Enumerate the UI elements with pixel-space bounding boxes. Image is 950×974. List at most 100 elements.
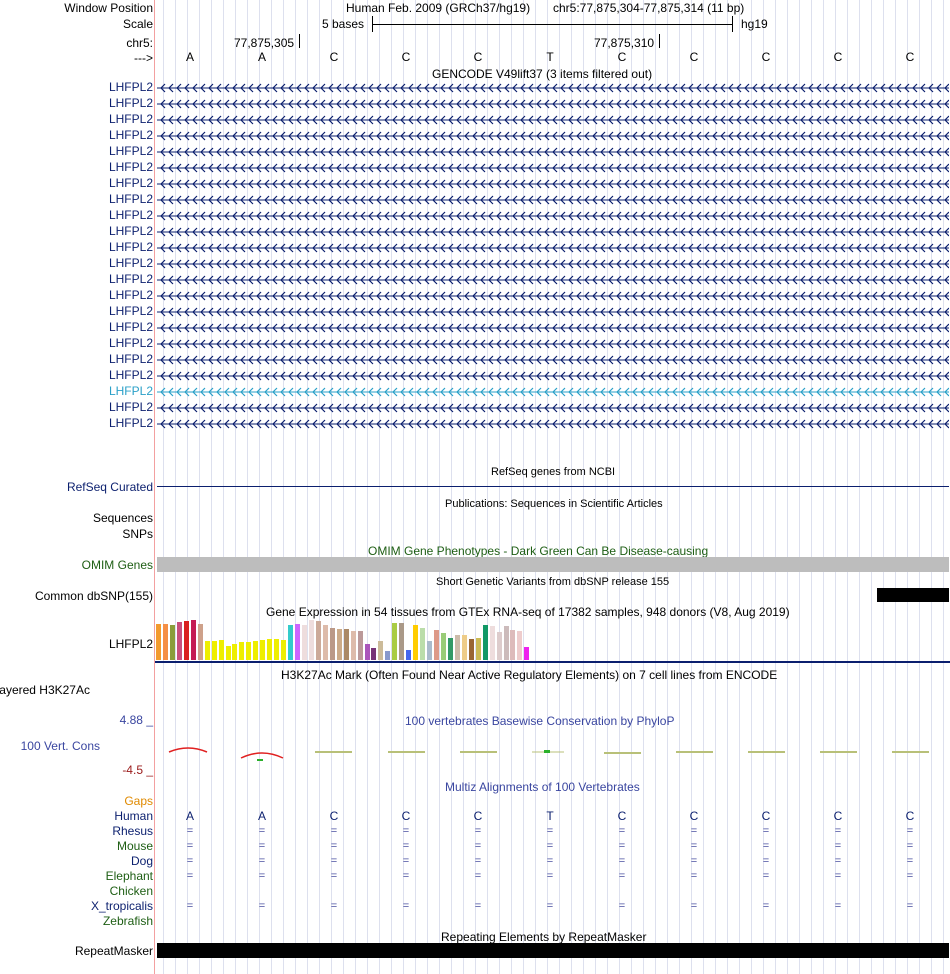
- gtex-tissue-bar[interactable]: [371, 648, 377, 660]
- gtex-tissue-bar[interactable]: [176, 622, 182, 660]
- multiz-species-label[interactable]: Elephant: [105, 869, 153, 883]
- gtex-tissue-bar[interactable]: [489, 626, 495, 660]
- gencode-transcript-label[interactable]: LHFPL2: [108, 336, 153, 350]
- gtex-tissue-bar[interactable]: [183, 621, 189, 660]
- gencode-transcript-label[interactable]: LHFPL2: [108, 304, 153, 318]
- gencode-transcript-label[interactable]: LHFPL2: [108, 208, 153, 222]
- gencode-transcript-label[interactable]: LHFPL2: [108, 96, 153, 110]
- gtex-tissue-bar[interactable]: [281, 640, 287, 660]
- gtex-tissue-bar[interactable]: [399, 623, 405, 660]
- multiz-species-label[interactable]: Zebrafish: [102, 914, 153, 928]
- gtex-tissue-bar[interactable]: [343, 629, 349, 660]
- gencode-transcript-feature[interactable]: [157, 242, 949, 254]
- gtex-tissue-bar[interactable]: [420, 628, 426, 660]
- repeatmasker-label[interactable]: RepeatMasker: [74, 944, 153, 958]
- gencode-transcript-label[interactable]: LHFPL2: [108, 80, 153, 94]
- gencode-transcript-label[interactable]: LHFPL2: [108, 368, 153, 382]
- gtex-tissue-bar[interactable]: [260, 640, 266, 660]
- gtex-tissue-bar[interactable]: [267, 639, 273, 660]
- multiz-species-label[interactable]: Rhesus: [112, 824, 153, 838]
- gtex-tissue-bar[interactable]: [288, 625, 294, 660]
- gtex-tissue-bar[interactable]: [378, 641, 384, 660]
- gtex-tissue-bar[interactable]: [239, 642, 245, 660]
- gtex-tissue-bar[interactable]: [156, 624, 161, 660]
- gtex-tissue-bar[interactable]: [406, 650, 412, 660]
- gtex-tissue-bar[interactable]: [274, 639, 280, 660]
- multiz-gaps-label[interactable]: Gaps: [124, 794, 153, 808]
- gencode-transcript-label[interactable]: LHFPL2: [108, 224, 153, 238]
- gtex-tissue-bar[interactable]: [211, 641, 217, 660]
- publications-snps-label[interactable]: SNPs: [122, 527, 153, 541]
- gencode-transcript-label[interactable]: LHFPL2: [108, 384, 153, 398]
- gtex-tissue-bar[interactable]: [503, 626, 509, 660]
- gtex-tissue-bar[interactable]: [322, 625, 328, 660]
- gtex-tissue-bar[interactable]: [190, 620, 196, 660]
- gtex-tissue-bar[interactable]: [434, 630, 439, 660]
- gencode-transcript-label[interactable]: LHFPL2: [108, 160, 153, 174]
- gtex-tissue-bar[interactable]: [204, 641, 210, 660]
- multiz-species-label[interactable]: Chicken: [109, 884, 153, 898]
- gtex-tissue-bar[interactable]: [385, 651, 391, 660]
- gtex-tissue-bar[interactable]: [162, 624, 168, 660]
- gencode-transcript-label[interactable]: LHFPL2: [108, 192, 153, 206]
- h3k27ac-label[interactable]: Layered H3K27Ac: [0, 683, 90, 697]
- gencode-transcript-label[interactable]: LHFPL2: [108, 416, 153, 430]
- gtex-tissue-bar[interactable]: [350, 631, 356, 660]
- gtex-tissue-bar[interactable]: [225, 646, 231, 660]
- gencode-transcript-feature[interactable]: [157, 338, 949, 350]
- gtex-tissue-bar[interactable]: [447, 638, 453, 660]
- gencode-transcript-feature[interactable]: [157, 258, 949, 270]
- gtex-tissue-bar[interactable]: [468, 639, 474, 660]
- gencode-transcript-label[interactable]: LHFPL2: [108, 320, 153, 334]
- dbsnp-label[interactable]: Common dbSNP(155): [34, 589, 153, 603]
- gtex-tissue-bar[interactable]: [357, 631, 363, 660]
- multiz-species-label[interactable]: Dog: [130, 854, 153, 868]
- gtex-tissue-bar[interactable]: [510, 630, 516, 660]
- gtex-tissue-bar[interactable]: [364, 644, 370, 660]
- gencode-transcript-label[interactable]: LHFPL2: [108, 256, 153, 270]
- gencode-transcript-feature[interactable]: [157, 290, 949, 302]
- gtex-tissue-bar[interactable]: [440, 633, 446, 660]
- gencode-transcript-feature[interactable]: [157, 226, 949, 238]
- gtex-label[interactable]: LHFPL2: [108, 637, 153, 651]
- gencode-transcript-label[interactable]: LHFPL2: [108, 352, 153, 366]
- gtex-tissue-bar[interactable]: [301, 625, 307, 660]
- gtex-tissue-bar[interactable]: [232, 644, 238, 660]
- gencode-transcript-feature[interactable]: [157, 82, 949, 94]
- gtex-tissue-bar[interactable]: [496, 632, 502, 660]
- gtex-tissue-bar[interactable]: [392, 623, 398, 660]
- gencode-transcript-feature[interactable]: [157, 370, 949, 382]
- gencode-transcript-feature[interactable]: [157, 354, 949, 366]
- gtex-tissue-bar[interactable]: [329, 628, 335, 660]
- gencode-transcript-feature[interactable]: [157, 322, 949, 334]
- gencode-transcript-label[interactable]: LHFPL2: [108, 288, 153, 302]
- gencode-transcript-label[interactable]: LHFPL2: [108, 400, 153, 414]
- gtex-tissue-bar[interactable]: [315, 621, 321, 660]
- gencode-transcript-label[interactable]: LHFPL2: [108, 240, 153, 254]
- gtex-tissue-bar[interactable]: [454, 635, 460, 660]
- gencode-transcript-label[interactable]: LHFPL2: [108, 128, 153, 142]
- gencode-transcript-feature[interactable]: [157, 386, 949, 398]
- omim-label[interactable]: OMIM Genes: [81, 558, 153, 572]
- gtex-tissue-bar[interactable]: [308, 620, 314, 660]
- gtex-tissue-bar[interactable]: [475, 638, 481, 660]
- gtex-tissue-bar[interactable]: [169, 625, 175, 660]
- refseq-label[interactable]: RefSeq Curated: [66, 480, 153, 494]
- refseq-line[interactable]: [157, 486, 949, 487]
- multiz-species-label[interactable]: Mouse: [116, 839, 153, 853]
- gencode-transcript-feature[interactable]: [157, 402, 949, 414]
- position-readout[interactable]: chr5:77,875,304-77,875,314 (11 bp): [553, 1, 745, 15]
- gencode-transcript-label[interactable]: LHFPL2: [108, 144, 153, 158]
- multiz-species-label[interactable]: Human: [114, 809, 153, 823]
- multiz-species-label[interactable]: X_tropicalis: [90, 899, 153, 913]
- gtex-tissue-bar[interactable]: [253, 641, 259, 660]
- gencode-transcript-feature[interactable]: [157, 210, 949, 222]
- conservation-label[interactable]: 100 Vert. Cons: [20, 739, 100, 753]
- gtex-tissue-bar[interactable]: [218, 640, 224, 660]
- gtex-tissue-bar[interactable]: [246, 642, 252, 660]
- gencode-transcript-feature[interactable]: [157, 162, 949, 174]
- strand-arrow-label[interactable]: --->: [134, 51, 153, 65]
- gtex-tissue-bar[interactable]: [461, 635, 467, 660]
- gencode-transcript-feature[interactable]: [157, 274, 949, 286]
- publications-sequences-label[interactable]: Sequences: [92, 511, 153, 525]
